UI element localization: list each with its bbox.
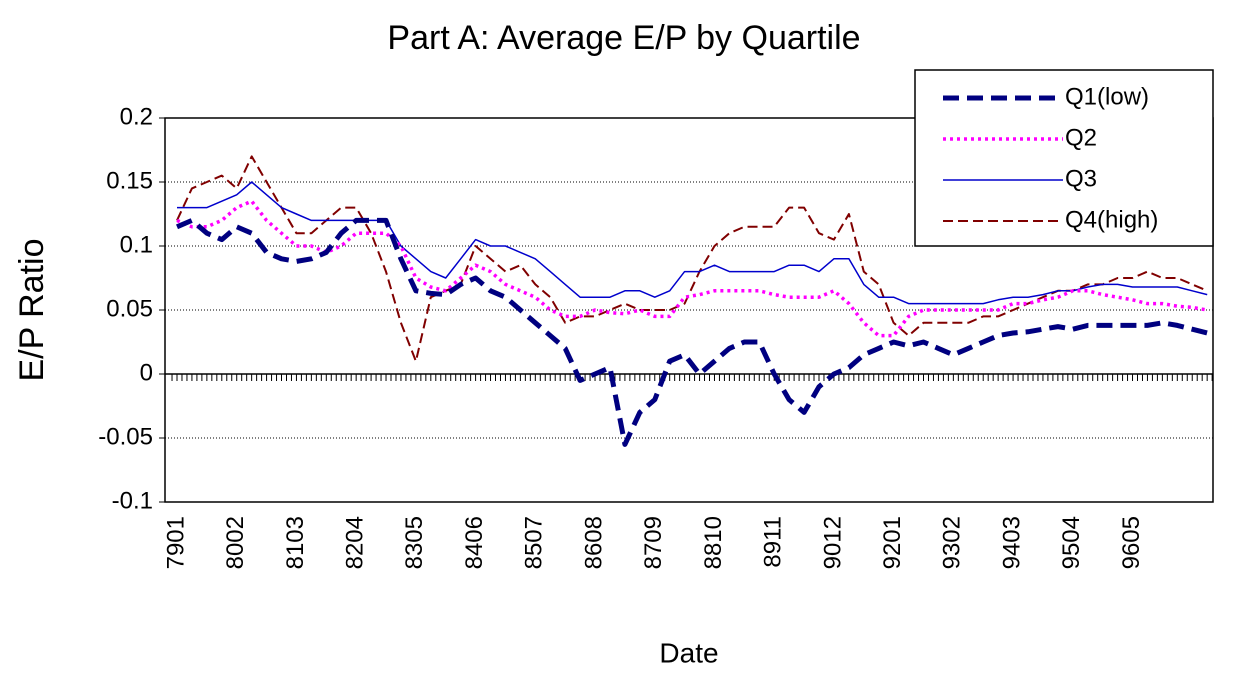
x-tick-label: 9012 [819,516,846,569]
x-tick-label: 8406 [461,516,488,569]
x-tick-label: 9403 [998,516,1025,569]
x-axis-label: Date [659,637,718,668]
y-tick-label: 0.1 [120,231,153,258]
y-tick-label: 0.2 [120,103,153,130]
x-tick-label: 9201 [879,516,906,569]
x-tick-label: 9504 [1058,516,1085,569]
x-tick-label: 8608 [580,516,607,569]
series-line [176,199,1208,338]
legend-label: Q4(high) [1065,206,1158,233]
y-tick-label: 0.05 [106,295,153,322]
chart-title: Part A: Average E/P by Quartile [387,19,860,57]
x-tick-label: 8507 [521,516,548,569]
series-line [176,217,1208,447]
legend-label: Q1(low) [1065,83,1149,110]
x-tick-label: 8103 [282,516,309,569]
y-tick-label: -0.1 [112,487,153,514]
x-tick-label: 8002 [222,516,249,569]
x-tick-label: 8709 [640,516,667,569]
y-tick-label: 0.15 [106,167,153,194]
y-tick-label: -0.05 [98,423,153,450]
x-tick-label: 7901 [162,516,189,569]
legend-label: Q3 [1065,165,1097,192]
x-tick-label: 9302 [939,516,966,569]
y-axis-label: E/P Ratio [13,238,51,381]
y-tick-label: 0 [140,359,153,386]
x-tick-label: 8911 [760,516,787,568]
legend-box [914,69,1214,247]
x-tick-label: 8305 [401,516,428,569]
series-line [177,181,1208,305]
x-tick-label: 9605 [1118,516,1145,569]
x-tick-label: 8204 [342,516,369,569]
legend-label: Q2 [1065,124,1097,151]
series-line [176,155,1208,363]
x-tick-label: 8810 [700,516,727,569]
